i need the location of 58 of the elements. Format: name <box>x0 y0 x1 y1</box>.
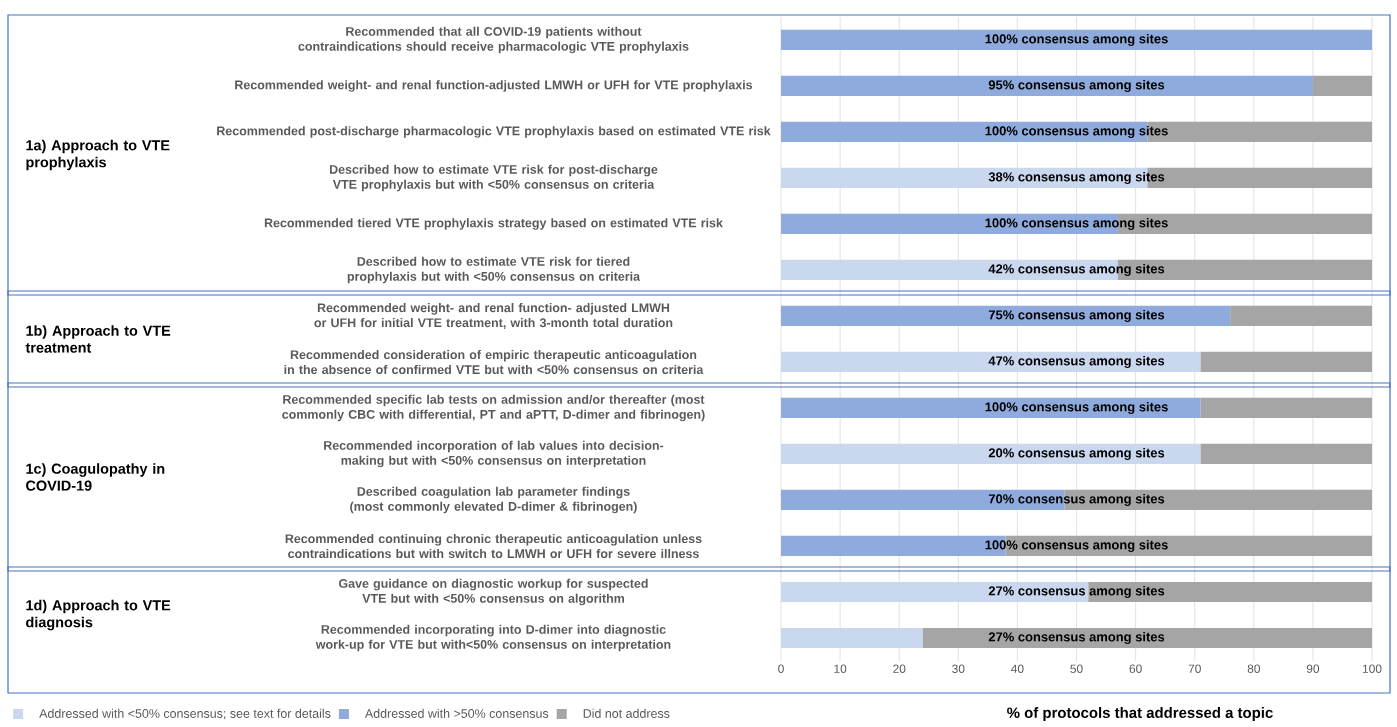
x-tick-label: 100 <box>1362 664 1382 673</box>
annotation: 20% consensus among sites <box>988 447 1165 461</box>
x-tick-label: 20 <box>893 664 906 673</box>
x-tick-label: 70 <box>1188 664 1201 673</box>
bar <box>781 397 1201 419</box>
bar <box>1200 443 1373 465</box>
x-tick-label: 30 <box>952 664 965 673</box>
y-axis-title: 1a) Approach to VTE prophylaxis <box>26 139 170 171</box>
annotation: 100% consensus among sites <box>985 539 1168 553</box>
y-tick-label: Recommended post-discharge pharmacologic VTE prophylaxis based on estimated VTE risk <box>217 126 771 138</box>
annotation: 27% consensus among sites <box>988 631 1165 645</box>
y-axis-title: 1c) Coagulopathy in COVID-19 <box>26 463 165 491</box>
annotation: 100% consensus among sites <box>985 125 1168 139</box>
y-tick-label: Gave guidance on diagnostic workup for suspected VTE but with <50% consensus on algorithm <box>338 578 648 606</box>
y-tick-label: Recommended consideration of empiric therapeutic anticoagulation in the absence of confirmed VTE but with <50% consensus on criteria <box>284 349 704 375</box>
legend-label: Addressed with <50% consensus; see text for details <box>39 708 331 720</box>
annotation: 100% consensus among sites <box>985 217 1168 231</box>
bar <box>922 627 1373 649</box>
x-tick-label: 0 <box>778 664 784 673</box>
y-tick-label: Recommended weight- and renal function- adjusted LMWH or UFH for initial VTE treatment, with 3-month total duration <box>314 303 673 329</box>
x-tick-label: 60 <box>1129 664 1142 673</box>
y-tick-label: Recommended tiered VTE prophylaxis strategy based on estimated VTE risk <box>264 218 723 230</box>
annotation: 47% consensus among sites <box>988 355 1165 369</box>
y-axis-title: 1b) Approach to VTE treatment <box>25 325 171 353</box>
legend-label: Addressed with >50% consensus <box>364 708 549 718</box>
y-tick-label: Described coagulation lab parameter findings (most commonly elevated D-dimer & fibrinogen) <box>350 486 637 514</box>
y-tick-label: Recommended weight- and renal function-adjusted LMWH or UFH for VTE prophylaxis <box>235 80 753 92</box>
annotation: 100% consensus among sites <box>985 401 1168 415</box>
x-tick-label: 80 <box>1247 664 1261 673</box>
x-tick-label: 40 <box>1011 664 1024 673</box>
annotation: 95% consensus among sites <box>988 79 1165 93</box>
bar <box>1200 397 1373 419</box>
y-tick-label: Described how to estimate VTE risk for post-discharge VTE prophylaxis but with <50% consensus on criteria <box>329 164 658 192</box>
annotation: 42% consensus among sites <box>988 263 1165 277</box>
bar <box>1088 581 1373 603</box>
y-tick-label: Described how to estimate VTE risk for tiered prophylaxis but with <50% consensus on criteria <box>347 256 641 284</box>
x-tick-label: 10 <box>834 664 847 673</box>
x-tick-label: 90 <box>1306 664 1320 673</box>
bar <box>781 581 1089 603</box>
x-tick-label: 50 <box>1070 664 1083 673</box>
y-tick-label: Recommended incorporation of lab values into decision-making but with <50% consensus on interpretation <box>324 440 664 468</box>
bar <box>781 443 1201 465</box>
annotation: 75% consensus among sites <box>988 309 1165 323</box>
bar <box>781 29 1373 51</box>
annotation: 38% consensus among sites <box>988 171 1165 185</box>
y-tick-label: Recommended specific lab tests on admission and/or thereafter (most commonly CBC with differential, PT and aPTT, D-dimer and fibrinogen) <box>282 394 705 422</box>
annotation: 100% consensus among sites <box>985 33 1168 47</box>
bar <box>781 75 1313 97</box>
x-axis-title: % of protocols that addressed a topic <box>1007 707 1273 721</box>
y-tick-label: Recommended continuing chronic therapeutic anticoagulation unless contraindications but with switch to LMWH or UFH for severe illness <box>285 533 702 559</box>
bar <box>781 627 923 649</box>
y-tick-label: Recommended that all COVID-19 patients without contraindications should receive pharmacologic VTE prophylaxis <box>298 26 689 54</box>
y-tick-label: Recommended incorporating into D-dimer into diagnostic work-up for VTE but with<50% consensus on interpretation <box>315 624 671 652</box>
y-axis-title: 1d) Approach to VTE diagnosis <box>26 599 171 631</box>
bar <box>1312 75 1373 97</box>
annotation: 70% consensus among sites <box>988 493 1165 507</box>
annotation: 27% consensus among sites <box>988 585 1165 599</box>
legend-label: Did not address <box>583 708 670 718</box>
